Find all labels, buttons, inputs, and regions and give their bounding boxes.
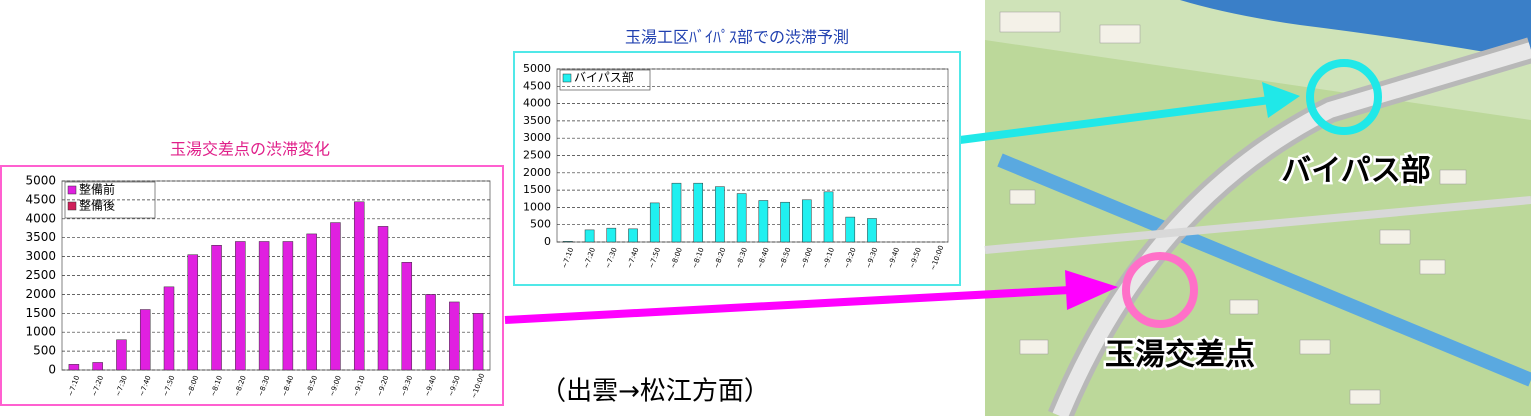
- y-tick-label: 1000: [25, 325, 56, 339]
- legend-frame: [64, 181, 156, 219]
- legend-label: バイパス部: [574, 70, 634, 85]
- bar: [425, 294, 436, 371]
- bar: [353, 201, 365, 371]
- aerial-map: バイパス部 玉湯交差点: [504, 0, 1531, 420]
- y-tick-label: 4500: [523, 79, 551, 92]
- bar: [92, 362, 103, 371]
- bar: [449, 301, 460, 371]
- y-tick-label: 0: [48, 363, 56, 377]
- bar: [235, 241, 246, 371]
- bar: [401, 262, 413, 371]
- y-tick-label: 2500: [523, 149, 551, 162]
- y-tick-label: 4500: [25, 192, 56, 206]
- bar: [823, 191, 834, 243]
- y-tick-label: 4000: [25, 211, 56, 225]
- y-tick-label: 3500: [25, 230, 56, 244]
- y-tick-label: 3500: [523, 114, 551, 127]
- bar: [801, 199, 812, 243]
- chart: 玉湯工区ﾊﾞｲﾊﾟｽ部での渋滞予測 0 500 1000 1500 2000 2500 300…: [513, 28, 961, 286]
- y-tick-label: 1000: [523, 200, 551, 213]
- bar: [584, 229, 595, 243]
- chart: 玉湯交差点の渋滞変化 0 500 1000 1500 2000 2500 3000 3500 40…: [0, 140, 504, 406]
- bar: [139, 309, 151, 371]
- legend-swatch: [562, 73, 572, 83]
- bar: [211, 245, 222, 371]
- bar: [758, 200, 769, 243]
- bar: [780, 201, 790, 243]
- bar: [116, 339, 127, 371]
- y-tick-label: 0: [544, 235, 551, 248]
- bar: [649, 202, 660, 243]
- bar: [258, 241, 270, 371]
- bar: [306, 233, 317, 371]
- bar: [563, 241, 573, 243]
- bar: [282, 241, 294, 371]
- bar: [472, 313, 484, 371]
- caption: （出雲→松江方面）: [540, 377, 770, 407]
- y-tick-label: 3000: [25, 249, 56, 263]
- map-label: 玉湯交差点: [1105, 338, 1255, 373]
- bar: [736, 193, 747, 243]
- legend-frame: [559, 69, 651, 91]
- bar: [845, 216, 856, 243]
- bar: [867, 218, 877, 243]
- legend-label: 整備後: [79, 198, 115, 213]
- y-tick-label: 1500: [523, 183, 551, 196]
- y-tick-label: 5000: [523, 62, 551, 75]
- map-label: バイパス部: [1281, 154, 1430, 189]
- y-tick-label: 3000: [523, 131, 551, 144]
- chart-title: 玉湯工区ﾊﾞｲﾊﾟｽ部での渋滞予測: [625, 28, 849, 47]
- y-tick-label: 5000: [25, 174, 56, 188]
- y-tick-label: 4000: [523, 97, 551, 110]
- legend-swatch: [67, 201, 77, 211]
- y-tick-label: 1500: [25, 306, 56, 320]
- bar: [187, 254, 199, 371]
- bar: [68, 364, 80, 371]
- bar: [163, 286, 175, 371]
- y-tick-label: 2000: [25, 287, 56, 301]
- bar: [330, 222, 341, 371]
- y-tick-label: 2000: [523, 166, 551, 179]
- chart-title: 玉湯交差点の渋滞変化: [170, 140, 330, 159]
- legend-swatch: [67, 185, 77, 195]
- legend-label: 整備前: [79, 182, 115, 197]
- y-tick-label: 500: [530, 218, 551, 231]
- bar: [693, 182, 704, 243]
- bar: [715, 186, 725, 243]
- bar: [377, 226, 389, 371]
- y-tick-label: 500: [33, 344, 56, 358]
- bar: [606, 227, 617, 243]
- y-tick-label: 2500: [25, 268, 56, 282]
- bar: [671, 182, 682, 243]
- bar: [628, 228, 638, 243]
